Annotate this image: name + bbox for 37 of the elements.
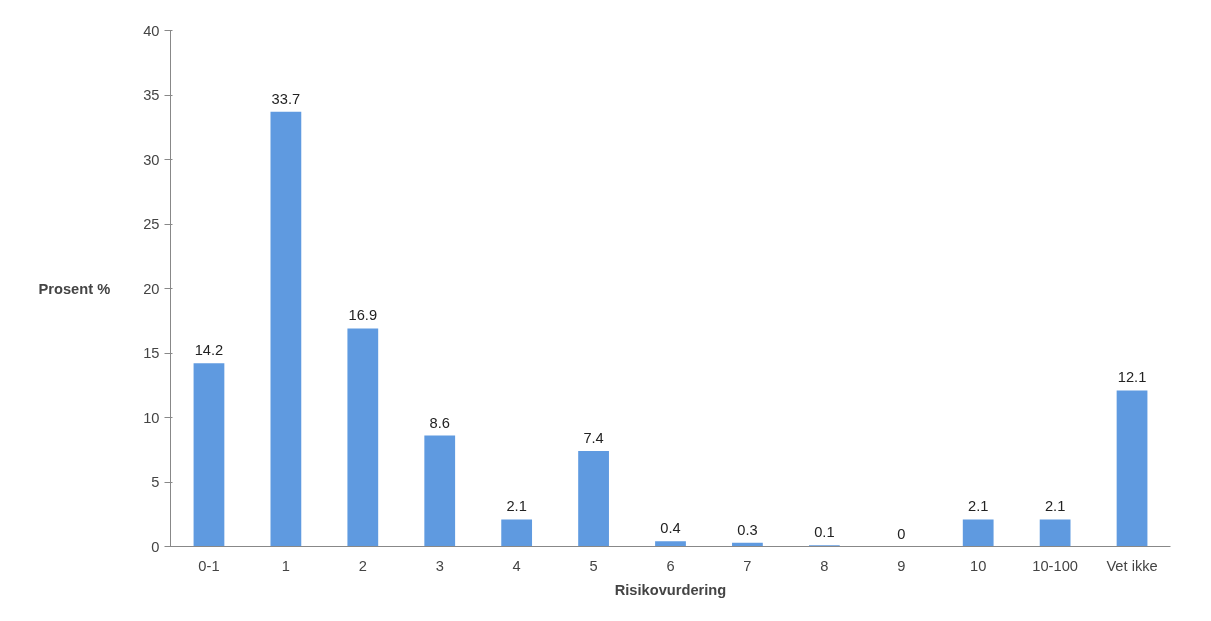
y-tick-label: 35	[143, 87, 160, 103]
x-tick-label: 10-100	[1032, 557, 1078, 574]
data-label: 14.2	[194, 342, 224, 359]
data-label: 0	[897, 525, 906, 542]
data-label: 12.1	[1117, 369, 1147, 386]
x-tick-label: 2	[358, 557, 367, 574]
data-label: 2.1	[506, 498, 527, 515]
data-label: 0.1	[814, 524, 835, 541]
x-tick-label: 6	[666, 557, 675, 574]
x-tick-label: 8	[820, 557, 829, 574]
data-label: 7.4	[583, 430, 604, 447]
y-tick-label: 25	[143, 216, 160, 232]
x-tick-label: 9	[897, 557, 906, 574]
data-label: 33.7	[271, 90, 301, 107]
y-tick-label: 10	[143, 409, 160, 426]
x-tick-label: 3	[435, 557, 444, 574]
y-tick-label: 15	[143, 345, 160, 361]
x-tick-label: 1	[281, 557, 290, 574]
y-tick-label: 0	[151, 538, 160, 555]
data-label: 0.3	[737, 521, 758, 538]
x-tick-label: 4	[512, 557, 521, 574]
data-label: 8.6	[429, 414, 450, 431]
x-tick-label: 5	[589, 557, 598, 574]
y-tick-label: 40	[143, 22, 160, 39]
y-tick-label: 20	[143, 280, 160, 297]
data-label: 16.9	[348, 307, 378, 324]
x-tick-label: 10	[970, 557, 987, 574]
data-label: 0.4	[660, 520, 681, 537]
y-axis-title: Prosent %	[38, 280, 111, 297]
x-tick-label: 7	[743, 557, 752, 574]
x-axis-title: Risikovurdering	[614, 581, 727, 598]
y-tick-label: 5	[151, 474, 160, 490]
x-tick-label: Vet ikke	[1106, 557, 1158, 574]
data-label: 2.1	[968, 498, 989, 515]
y-tick-label: 30	[143, 151, 160, 168]
data-label: 2.1	[1044, 498, 1066, 515]
x-tick-label: 0-1	[198, 557, 220, 574]
